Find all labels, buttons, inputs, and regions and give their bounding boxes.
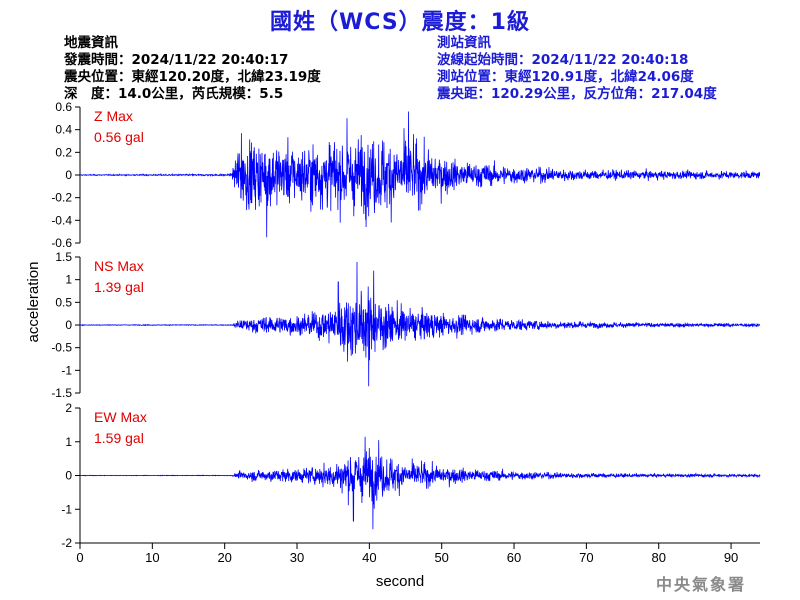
- y-tick-label: 1: [65, 435, 72, 449]
- max-label-z: Z Max: [94, 108, 133, 124]
- max-value-ns: 1.39 gal: [94, 279, 144, 295]
- y-tick-label: 1: [65, 273, 72, 287]
- waveform-trace-z: [79, 111, 761, 238]
- x-tick-label: 80: [651, 550, 665, 565]
- y-tick-label: 1.5: [55, 250, 72, 264]
- x-tick-label: 60: [507, 550, 521, 565]
- x-axis-label: second: [376, 573, 424, 590]
- y-tick-label: 0.4: [55, 123, 72, 137]
- distance-azimuth-text: 震央距：120.29公里，反方位角：217.04度: [437, 86, 717, 102]
- y-tick-label: -2: [61, 536, 72, 550]
- y-tick-label: 0: [65, 469, 72, 483]
- y-tick-label: -1: [61, 363, 72, 377]
- station-location-text: 測站位置：東經120.91度，北緯24.06度: [437, 69, 694, 85]
- y-tick-label: -0.5: [51, 341, 72, 355]
- y-tick-label: 0: [65, 318, 72, 332]
- y-tick-label: 0: [65, 168, 72, 182]
- x-tick-label: 50: [434, 550, 448, 565]
- x-tick-label: 10: [145, 550, 159, 565]
- y-tick-label: 2: [65, 401, 72, 415]
- max-label-ns: NS Max: [94, 258, 144, 274]
- max-label-ew: EW Max: [94, 409, 147, 425]
- x-tick-label: 0: [76, 550, 83, 565]
- y-tick-label: 0.6: [55, 100, 72, 114]
- wave-start-text: 波線起始時間：2024/11/22 20:40:18: [437, 52, 689, 68]
- station-info-heading: 測站資訊: [437, 35, 491, 51]
- page-title: 國姓（WCS）震度：1級: [270, 10, 530, 35]
- y-tick-label: -1.5: [51, 386, 72, 400]
- waveform-trace-ns: [79, 261, 761, 387]
- waveform-trace-ew: [79, 436, 761, 530]
- quake-info-block: 地震資訊 發震時間：2024/11/22 20:40:17 震央位置：東經120…: [64, 35, 321, 103]
- station-info-block: 測站資訊 波線起始時間：2024/11/22 20:40:18 測站位置：東經1…: [437, 35, 717, 103]
- x-tick-label: 30: [290, 550, 304, 565]
- quake-info-heading: 地震資訊: [64, 35, 118, 51]
- epicenter-text: 震央位置：東經120.20度，北緯23.19度: [64, 69, 321, 85]
- agency-watermark: 中央氣象署: [656, 575, 747, 594]
- max-value-ew: 1.59 gal: [94, 430, 144, 446]
- y-tick-label: 0.2: [55, 145, 72, 159]
- y-tick-label: 0.5: [55, 295, 72, 309]
- y-axis-label: acceleration: [25, 262, 42, 343]
- y-tick-label: -0.2: [51, 191, 72, 205]
- depth-magnitude-text: 深 度：14.0公里，芮氏規模：5.5: [64, 86, 284, 102]
- y-tick-label: -0.4: [51, 213, 72, 227]
- y-tick-label: -1: [61, 502, 72, 516]
- x-tick-label: 90: [724, 550, 738, 565]
- x-tick-label: 40: [362, 550, 376, 565]
- x-tick-label: 70: [579, 550, 593, 565]
- x-tick-label: 20: [217, 550, 231, 565]
- y-tick-label: -0.6: [51, 236, 72, 250]
- origin-time-text: 發震時間：2024/11/22 20:40:17: [64, 52, 289, 68]
- max-value-z: 0.56 gal: [94, 129, 144, 145]
